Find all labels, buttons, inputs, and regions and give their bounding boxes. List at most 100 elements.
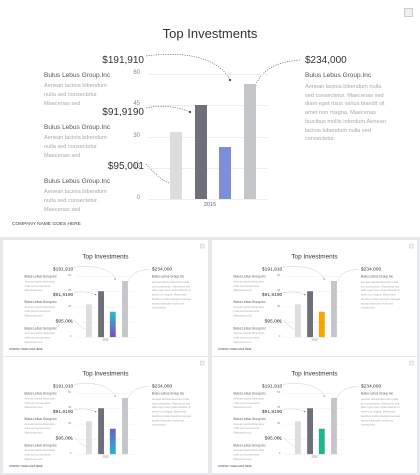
connector-dot bbox=[114, 278, 116, 280]
y-tick-label: 15 bbox=[133, 163, 140, 170]
connector bbox=[283, 408, 305, 412]
amount: $234,000 bbox=[360, 266, 382, 273]
company: Bulus Lebus Group.Inc bbox=[44, 124, 111, 131]
amount: $91,9190 bbox=[261, 292, 283, 298]
main-slide: Top Investments 0 15 30 45 60 2015 $191,910 Bulu… bbox=[0, 0, 420, 237]
y-tick-label: 30 bbox=[68, 304, 72, 308]
footer: COMPANY NAME GOES HERE bbox=[12, 222, 81, 227]
y-tick-label: 45 bbox=[68, 289, 72, 293]
description: Aenean lacinia bibendum nulla sed consec… bbox=[24, 422, 56, 435]
bar bbox=[109, 428, 116, 455]
connector-dot bbox=[304, 411, 306, 413]
bar bbox=[98, 408, 105, 455]
amount: $95,001 bbox=[55, 435, 74, 441]
thumbnail[interactable]: Top Investments 0 15 30 45 60 2015 $191,910 Bulu… bbox=[212, 357, 417, 473]
connector bbox=[283, 266, 325, 280]
bar bbox=[318, 311, 325, 338]
connector bbox=[74, 266, 116, 280]
amount: $91,9190 bbox=[52, 292, 74, 298]
amount: $91,9190 bbox=[52, 409, 74, 415]
thumbnail[interactable]: Top Investments 0 15 30 45 60 2015 $191,910 Bulu… bbox=[3, 357, 208, 473]
company: Bulus Lebus Group.Inc bbox=[24, 392, 57, 396]
thumbnail[interactable]: Top Investments 0 15 30 45 60 2015 $191,910 Bulu… bbox=[3, 240, 208, 356]
thumbnail[interactable]: Top Investments 0 15 30 45 60 2015 $191,910 Bulu… bbox=[212, 240, 417, 356]
connector-dot bbox=[188, 110, 192, 114]
description: Aenean lacinia bibendum nulla sed consec… bbox=[305, 84, 386, 143]
bar bbox=[122, 398, 128, 455]
y-tick-label: 0 bbox=[278, 452, 281, 456]
description: Aenean lacinia bibendum nulla sed consec… bbox=[24, 332, 56, 344]
connector-dot bbox=[114, 395, 116, 397]
amount: $234,000 bbox=[305, 55, 347, 66]
x-tick-label: 2015 bbox=[102, 455, 109, 459]
description: Aenean lacinia bibendum nulla sed consec… bbox=[44, 189, 107, 213]
amount: $191,910 bbox=[52, 266, 74, 273]
connector bbox=[145, 53, 231, 81]
bar bbox=[85, 421, 92, 455]
amount: $191,910 bbox=[261, 266, 283, 273]
grid-line bbox=[148, 136, 268, 138]
y-tick-label: 45 bbox=[68, 406, 72, 410]
y-tick-label: 0 bbox=[278, 335, 281, 339]
description: Aenean lacinia bibendum nulla sed consec… bbox=[233, 280, 265, 293]
amount: $234,000 bbox=[151, 383, 173, 390]
grid-line bbox=[148, 74, 268, 75]
amount: $91,9190 bbox=[261, 409, 283, 415]
amount: $91,9190 bbox=[102, 107, 144, 118]
company: Bulus Lebus Group.Inc bbox=[44, 72, 111, 79]
y-tick-label: 45 bbox=[277, 406, 281, 410]
corner-icon bbox=[200, 360, 205, 366]
amount: $95,001 bbox=[55, 318, 74, 324]
company: Bulus Lebus Group.Inc bbox=[233, 326, 266, 331]
grid-line bbox=[148, 167, 268, 169]
description: Aenean lacinia bibendum nulla sed consec… bbox=[24, 397, 56, 410]
y-tick-label: 0 bbox=[136, 195, 140, 201]
description: Aenean lacinia bibendum nulla sed consec… bbox=[24, 280, 56, 293]
connector bbox=[283, 291, 305, 295]
company: Bulus Lebus Group.Inc bbox=[233, 300, 266, 304]
y-tick-label: 30 bbox=[277, 304, 281, 308]
bar bbox=[331, 281, 337, 338]
y-tick-label: 45 bbox=[133, 101, 140, 108]
footer: COMPANY NAME GOES HERE bbox=[217, 465, 252, 468]
connector-dot bbox=[228, 78, 232, 82]
slide-title: Top Investments bbox=[82, 252, 129, 261]
y-tick-label: 15 bbox=[68, 436, 72, 440]
y-tick-label: 30 bbox=[68, 421, 72, 425]
amount: $95,001 bbox=[264, 435, 283, 441]
x-tick-label: 2015 bbox=[102, 338, 109, 342]
company: Bulus Lebus Group.Inc bbox=[233, 275, 266, 279]
bar bbox=[195, 105, 207, 199]
connector-dot bbox=[323, 395, 325, 397]
bar bbox=[85, 304, 92, 338]
bar bbox=[98, 291, 105, 338]
company: Bulus Lebus Group.Inc bbox=[24, 443, 57, 448]
slide: Top Investments 0 15 30 45 60 2015 $191,910 Bulu… bbox=[3, 240, 208, 356]
bar bbox=[122, 281, 128, 338]
amount: $234,000 bbox=[151, 266, 173, 273]
description: Aenean lacinia bibendum nulla sed consec… bbox=[151, 280, 192, 310]
connector-dot bbox=[95, 411, 97, 413]
connector bbox=[254, 59, 301, 87]
amount: $191,910 bbox=[52, 383, 74, 390]
connector bbox=[127, 386, 150, 400]
bar bbox=[219, 146, 231, 199]
company: Bulus Lebus Group.Inc bbox=[360, 275, 394, 279]
y-tick-label: 60 bbox=[133, 70, 140, 76]
description: Aenean lacinia bibendum nulla sed consec… bbox=[44, 83, 107, 107]
description: Aenean lacinia bibendum nulla sed consec… bbox=[44, 135, 107, 159]
y-tick-label: 15 bbox=[68, 319, 72, 323]
company: Bulus Lebus Group.Inc bbox=[24, 300, 57, 304]
y-tick-label: 60 bbox=[68, 274, 72, 278]
y-tick-label: 30 bbox=[133, 132, 140, 139]
bar bbox=[109, 311, 116, 338]
y-tick-label: 0 bbox=[69, 452, 72, 456]
description: Aenean lacinia bibendum nulla sed consec… bbox=[24, 305, 56, 318]
bar bbox=[331, 398, 337, 455]
bar bbox=[244, 84, 256, 199]
y-tick-label: 45 bbox=[277, 289, 281, 293]
y-tick-label: 60 bbox=[277, 274, 281, 278]
grid-line bbox=[148, 105, 268, 107]
connector-dot bbox=[95, 294, 97, 296]
company: Bulus Lebus Group.Inc bbox=[233, 417, 266, 421]
